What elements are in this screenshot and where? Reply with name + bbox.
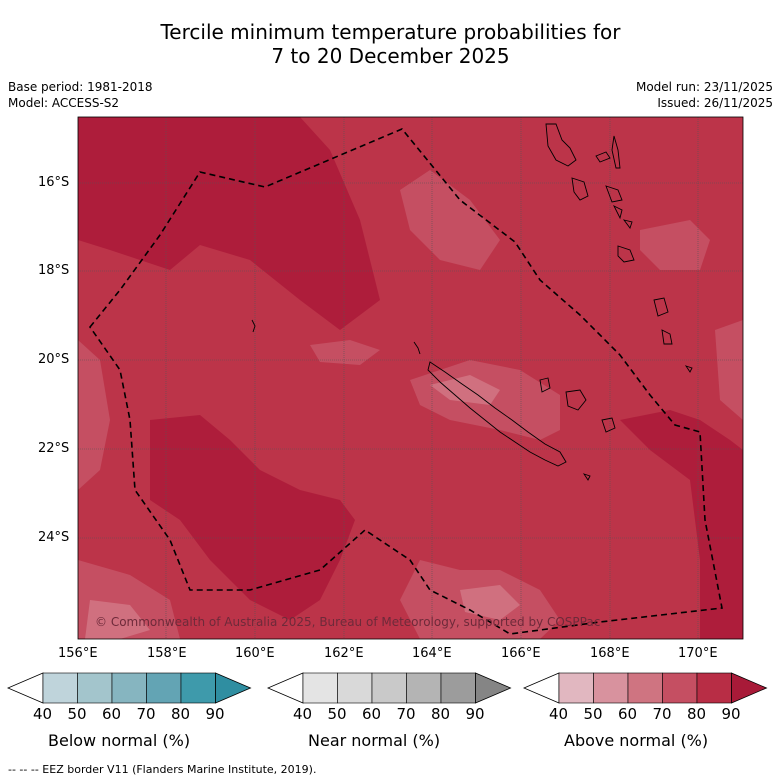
colorbar-above-label: Above normal (%)	[564, 731, 709, 750]
colorbar-near-tick: 60	[362, 705, 382, 723]
lon-label-166e: 166°E	[501, 646, 541, 661]
colorbar-below-segment	[146, 672, 182, 704]
lon-label-170e: 170°E	[678, 646, 718, 661]
colorbar-below-low-tip	[6, 672, 44, 704]
vanuatu-espiritu-santo	[545, 123, 577, 167]
colorbar-near-label: Near normal (%)	[308, 731, 441, 750]
colorbar-near-segment	[371, 672, 407, 704]
colorbar-below-segment	[77, 672, 113, 704]
belep-islands	[413, 341, 421, 355]
lon-label-156e: 156°E	[58, 646, 98, 661]
colorbar-near-tick: 50	[327, 705, 347, 723]
lon-label-160e: 160°E	[235, 646, 275, 661]
vanuatu-maewo	[611, 135, 621, 169]
colorbar-above-segment	[662, 672, 698, 704]
lat-label-18s: 18°S	[38, 263, 70, 278]
coastlines	[251, 123, 693, 481]
colorbar-below-tick: 90	[205, 705, 225, 723]
colorbar-near-tick: 80	[431, 705, 451, 723]
colorbar-above-tick: 80	[687, 705, 707, 723]
colorbars	[6, 672, 768, 704]
zone-above-70-mid	[310, 340, 380, 365]
vanuatu-aneityum	[684, 365, 693, 373]
vanuatu-epi	[612, 204, 623, 220]
isle-of-pines	[582, 473, 591, 481]
colorbar-above-segment	[558, 672, 594, 704]
colorbar-above-tick: 70	[652, 705, 672, 723]
chart-title-line1: Tercile minimum temperature probabilitie…	[160, 20, 621, 44]
chesterfield-islet	[251, 319, 256, 333]
zone-above-90-nw	[78, 117, 380, 330]
vanuatu-pentecost	[605, 185, 623, 203]
colorbar-below-tick: 50	[67, 705, 87, 723]
colorbar-near-high-tip	[475, 672, 512, 704]
colorbar-near-tick: 40	[293, 705, 313, 723]
zone-above-70-north	[400, 170, 500, 270]
vanuatu-malekula	[571, 177, 589, 201]
lon-label-164e: 164°E	[412, 646, 452, 661]
vanuatu-ambae	[595, 151, 611, 163]
zone-above-60-sw	[85, 600, 150, 639]
vanuatu-tanna	[661, 329, 673, 345]
colorbar-near-segment	[337, 672, 373, 704]
colorbar-above-tick: 50	[583, 705, 603, 723]
vanuatu-shepherd	[622, 219, 633, 229]
colorbar-below-tick: 40	[33, 705, 53, 723]
issued-date: Issued: 26/11/2025	[657, 96, 773, 110]
colorbar-above-segment	[696, 672, 732, 704]
colorbar-near-segment	[406, 672, 442, 704]
colorbar-near-segment	[302, 672, 338, 704]
colorbar-above-segment	[627, 672, 663, 704]
model-run: Model run: 23/11/2025	[635, 80, 773, 94]
zone-above-70-ne	[640, 220, 710, 270]
colorbar-above-segment	[593, 672, 629, 704]
colorbar-below-segment	[180, 672, 216, 704]
colorbar-below-segment	[111, 672, 147, 704]
eez-footnote: -- -- -- EEZ border V11 (Flanders Marine…	[8, 763, 317, 776]
chart-title-line2: 7 to 20 December 2025	[271, 44, 510, 68]
colorbar-below-high-tip	[215, 672, 252, 704]
lon-label-162e: 162°E	[324, 646, 364, 661]
loyalty-mare	[601, 417, 616, 433]
vanuatu-erromango	[653, 297, 669, 317]
zone-above-70-right	[715, 320, 743, 420]
map-fill	[78, 117, 743, 639]
zone-above-90-east	[620, 410, 743, 639]
zone-above-70-west	[78, 340, 110, 490]
colorbar-near-tick: 70	[396, 705, 416, 723]
loyalty-ouvea	[539, 377, 551, 393]
colorbar-above-high-tip	[731, 672, 768, 704]
copyright-watermark: © Commonwealth of Australia 2025, Bureau…	[95, 615, 600, 629]
zone-above-60-central	[430, 375, 500, 405]
lat-label-20s: 20°S	[38, 352, 70, 367]
lat-label-16s: 16°S	[38, 175, 70, 190]
colorbar-near-low-tip	[266, 672, 304, 704]
colorbar-near-tick: 90	[465, 705, 485, 723]
colorbar-below-label: Below normal (%)	[48, 731, 191, 750]
colorbar-above-tick: 60	[618, 705, 638, 723]
eez-border	[88, 128, 723, 635]
graticule	[78, 117, 743, 639]
vanuatu-efate	[617, 245, 635, 263]
colorbar-near-segment	[440, 672, 476, 704]
map-frame	[77, 116, 744, 640]
zone-above-90-sw	[150, 415, 355, 620]
lat-label-24s: 24°S	[38, 530, 70, 545]
colorbar-above-tick: 40	[549, 705, 569, 723]
colorbar-above-low-tip	[522, 672, 560, 704]
lat-label-22s: 22°S	[38, 441, 70, 456]
colorbar-above-tick: 90	[721, 705, 741, 723]
loyalty-lifou	[565, 389, 587, 411]
colorbar-below-tick: 60	[102, 705, 122, 723]
lon-label-168e: 168°E	[590, 646, 630, 661]
lon-label-158e: 158°E	[147, 646, 187, 661]
colorbar-below-segment	[42, 672, 78, 704]
model-name: Model: ACCESS-S2	[8, 96, 120, 110]
colorbar-below-tick: 80	[171, 705, 191, 723]
base-period: Base period: 1981-2018	[8, 80, 153, 94]
colorbar-below-tick: 70	[136, 705, 156, 723]
new-caledonia	[427, 361, 567, 467]
zone-above-60-se	[460, 585, 520, 620]
